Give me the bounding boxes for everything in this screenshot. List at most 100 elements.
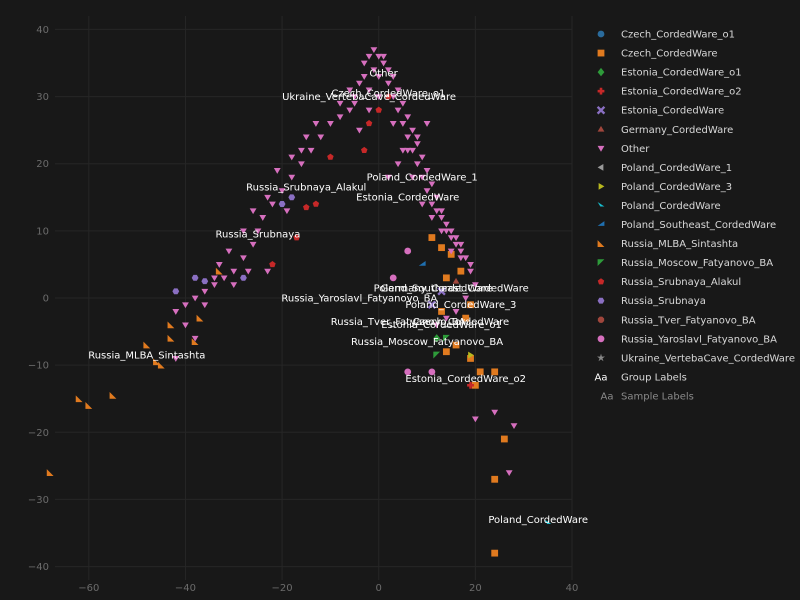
data-point xyxy=(191,335,199,342)
data-point xyxy=(365,53,373,60)
legend-label: Russia_MLBA_Sintashta xyxy=(621,239,738,250)
data-point xyxy=(491,475,499,483)
data-point xyxy=(423,188,431,194)
data-point xyxy=(438,244,445,252)
x-tick-label: −40 xyxy=(175,583,196,594)
group-label: Russia_MLBA_Sintashta xyxy=(88,350,205,361)
data-point xyxy=(510,423,518,429)
legend-item[interactable]: Ukraine_VertebaCave_CordedWare xyxy=(597,353,795,364)
data-point xyxy=(438,228,445,235)
data-point xyxy=(418,261,426,266)
data-point xyxy=(85,402,93,409)
data-point xyxy=(240,228,247,235)
data-point xyxy=(418,174,426,181)
legend-item[interactable]: Poland_CordedWare_3 xyxy=(598,182,732,193)
legend-marker xyxy=(597,240,605,247)
data-point xyxy=(375,74,383,80)
data-point xyxy=(505,470,513,476)
legend-label: Czech_CordedWare_o1 xyxy=(621,30,735,41)
legend-item[interactable]: Poland_Southeast_CordedWare xyxy=(597,220,777,231)
data-point xyxy=(264,194,271,201)
data-point xyxy=(437,287,446,296)
legend[interactable]: Czech_CordedWare_o1 Czech_CordedWare Eston… xyxy=(595,30,795,403)
data-point xyxy=(413,134,421,141)
data-point xyxy=(293,234,300,241)
legend-label: Poland_Southeast_CordedWare xyxy=(621,220,776,231)
legend-item[interactable]: Russia_Yaroslavl_Fatyanovo_BA xyxy=(597,334,778,345)
x-axis-ticks: −60 −40 −20 0 20 40 xyxy=(78,583,578,594)
data-point xyxy=(384,80,392,87)
data-point xyxy=(428,181,436,188)
data-point xyxy=(273,168,281,174)
group-label: Estonia_CordedWare xyxy=(356,193,459,204)
data-point xyxy=(468,351,474,359)
data-point xyxy=(346,107,354,114)
data-point xyxy=(172,288,180,295)
legend-item[interactable]: Aa Group Labels xyxy=(595,372,687,383)
group-label: Czech_CordedWare_o1 xyxy=(331,89,445,100)
data-point xyxy=(433,194,441,201)
legend-item[interactable]: Russia_Srubnaya xyxy=(597,296,706,307)
legend-label: Russia_Tver_Fatyanovo_BA xyxy=(621,315,756,326)
data-point xyxy=(428,215,436,221)
data-point xyxy=(442,274,450,282)
data-point xyxy=(457,267,465,275)
legend-item[interactable]: Aa Sample Labels xyxy=(601,391,694,402)
data-point xyxy=(230,268,238,275)
data-point xyxy=(428,234,436,241)
data-point xyxy=(191,338,199,346)
legend-item[interactable]: Estonia_CordedWare_o1 xyxy=(597,68,742,79)
x-tick-label: 20 xyxy=(469,583,482,594)
plot-points xyxy=(46,47,552,557)
legend-item[interactable]: Poland_CordedWare xyxy=(597,201,721,212)
data-point xyxy=(211,282,218,288)
data-point xyxy=(191,274,199,281)
data-point xyxy=(457,241,465,248)
x-tick-label: 0 xyxy=(376,583,382,594)
legend-marker xyxy=(597,278,605,285)
data-point xyxy=(389,74,397,80)
legend-item[interactable]: Germany_CordedWare xyxy=(597,125,734,136)
legend-marker xyxy=(597,49,605,57)
data-point xyxy=(75,395,83,403)
legend-marker xyxy=(597,202,605,207)
legend-item[interactable]: Russia_MLBA_Sintashta xyxy=(597,239,739,250)
data-point xyxy=(356,80,363,87)
legend-item[interactable]: Estonia_CordedWare_o2 xyxy=(597,87,742,98)
group-label: Germany_CordedWare xyxy=(381,283,493,294)
data-point xyxy=(269,261,276,268)
legend-item[interactable]: Other xyxy=(597,144,651,155)
legend-item[interactable]: Estonia_CordedWare xyxy=(596,106,725,117)
data-point xyxy=(278,201,286,207)
data-point xyxy=(404,114,412,121)
data-point xyxy=(351,94,358,100)
legend-item[interactable]: Czech_CordedWare xyxy=(597,49,718,60)
legend-item[interactable]: Russia_Tver_Fatyanovo_BA xyxy=(597,315,756,326)
legend-item[interactable]: Poland_CordedWare_1 xyxy=(597,163,732,174)
legend-label: Germany_CordedWare xyxy=(621,125,733,136)
x-tick-label: −60 xyxy=(78,583,99,594)
data-point xyxy=(307,147,315,154)
data-point xyxy=(447,228,455,235)
legend-label: Estonia_CordedWare_o1 xyxy=(621,68,742,79)
legend-marker xyxy=(597,145,605,152)
data-point xyxy=(385,93,392,100)
legend-item[interactable]: Russia_Srubnaya_Alakul xyxy=(597,277,741,288)
legend-item[interactable]: Czech_CordedWare_o1 xyxy=(597,30,735,41)
data-point xyxy=(409,174,416,181)
data-point xyxy=(438,208,445,215)
legend-label: Sample Labels xyxy=(621,391,694,402)
legend-item[interactable]: Russia_Moscow_Fatyanovo_BA xyxy=(597,258,774,269)
data-point xyxy=(462,295,470,302)
data-point xyxy=(394,107,402,114)
data-point xyxy=(143,341,151,349)
data-point xyxy=(215,267,223,275)
data-point xyxy=(442,334,450,342)
data-point xyxy=(447,248,455,255)
data-point xyxy=(356,127,363,134)
data-point xyxy=(428,368,436,376)
legend-label: Other xyxy=(621,144,650,155)
data-point xyxy=(433,208,441,215)
data-point xyxy=(254,228,262,235)
data-point xyxy=(399,121,407,127)
